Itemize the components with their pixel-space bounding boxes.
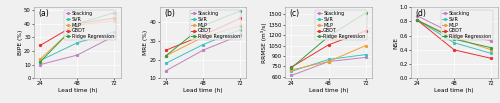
Line: Stacking: Stacking — [416, 15, 492, 42]
Stacking — [74, 54, 80, 56]
Stacking — [326, 61, 332, 62]
Y-axis label: BIPE (%): BIPE (%) — [18, 30, 22, 55]
Stacking — [37, 64, 43, 65]
Ridge Regression — [288, 67, 294, 68]
SVR — [451, 42, 457, 43]
Line: Stacking: Stacking — [165, 34, 241, 72]
Line: MLP: MLP — [165, 25, 241, 57]
SVR — [414, 19, 420, 21]
MLP — [326, 61, 332, 62]
Line: SVR: SVR — [290, 54, 366, 72]
MLP — [288, 69, 294, 71]
Text: (a): (a) — [38, 9, 49, 18]
Line: MLP: MLP — [290, 45, 366, 71]
Line: Ridge Regression: Ridge Regression — [290, 12, 366, 69]
Stacking — [288, 75, 294, 76]
SVR — [200, 44, 206, 45]
SVR — [326, 59, 332, 60]
Stacking — [200, 50, 206, 51]
Ridge Regression — [362, 12, 368, 13]
Ridge Regression — [451, 39, 457, 40]
Ridge Regression — [414, 19, 420, 21]
Line: MLP: MLP — [39, 20, 116, 60]
Stacking — [163, 70, 169, 71]
SVR — [237, 29, 243, 30]
Ridge Regression — [488, 47, 494, 48]
SVR — [112, 31, 117, 32]
X-axis label: Lead time (h): Lead time (h) — [308, 88, 348, 93]
Ridge Regression — [200, 25, 206, 27]
MLP — [37, 59, 43, 60]
Legend: Stacking, SVR, MLP, GBDT, Ridge Regression: Stacking, SVR, MLP, GBDT, Ridge Regressi… — [441, 10, 492, 40]
MLP — [362, 45, 368, 46]
MLP — [488, 49, 494, 50]
GBDT — [37, 45, 43, 46]
Line: GBDT: GBDT — [165, 18, 241, 51]
MLP — [74, 24, 80, 26]
Ridge Regression — [237, 10, 243, 12]
GBDT — [163, 50, 169, 51]
Line: Ridge Regression: Ridge Regression — [39, 12, 116, 63]
MLP — [163, 55, 169, 56]
GBDT — [288, 67, 294, 68]
Text: (d): (d) — [415, 9, 426, 18]
Line: GBDT: GBDT — [290, 30, 366, 68]
X-axis label: Lead time (h): Lead time (h) — [434, 88, 474, 93]
Legend: Stacking, SVR, MLP, GBDT, Ridge Regression: Stacking, SVR, MLP, GBDT, Ridge Regressi… — [316, 10, 367, 40]
Line: Stacking: Stacking — [290, 56, 366, 76]
GBDT — [451, 49, 457, 50]
GBDT — [362, 30, 368, 32]
Ridge Regression — [37, 61, 43, 63]
SVR — [488, 53, 494, 54]
Line: GBDT: GBDT — [416, 19, 492, 59]
Y-axis label: RRMSE (m³/s): RRMSE (m³/s) — [261, 22, 267, 63]
MLP — [200, 37, 206, 38]
Stacking — [488, 40, 494, 41]
Text: (c): (c) — [290, 9, 300, 18]
GBDT — [326, 44, 332, 45]
MLP — [112, 20, 117, 22]
X-axis label: Lead time (h): Lead time (h) — [58, 88, 97, 93]
SVR — [288, 71, 294, 72]
SVR — [362, 54, 368, 55]
Ridge Regression — [112, 12, 117, 13]
MLP — [414, 19, 420, 21]
MLP — [451, 37, 457, 38]
X-axis label: Lead time (h): Lead time (h) — [183, 88, 223, 93]
Stacking — [414, 15, 420, 16]
Line: SVR: SVR — [416, 19, 492, 54]
GBDT — [414, 19, 420, 21]
Text: (b): (b) — [164, 9, 175, 18]
GBDT — [74, 23, 80, 24]
Stacking — [112, 35, 117, 37]
SVR — [74, 42, 80, 43]
Y-axis label: NSE: NSE — [393, 37, 398, 49]
Line: MLP: MLP — [416, 19, 492, 51]
Line: Ridge Regression: Ridge Regression — [416, 19, 492, 49]
GBDT — [237, 18, 243, 19]
Line: Stacking: Stacking — [39, 35, 116, 66]
Line: Ridge Regression: Ridge Regression — [165, 10, 241, 57]
Line: GBDT: GBDT — [39, 17, 116, 46]
GBDT — [112, 18, 117, 19]
Ridge Regression — [326, 36, 332, 37]
MLP — [237, 25, 243, 27]
Stacking — [237, 35, 243, 36]
Stacking — [362, 57, 368, 58]
GBDT — [200, 35, 206, 36]
Line: SVR: SVR — [165, 29, 241, 64]
Y-axis label: MRE (%): MRE (%) — [144, 30, 148, 55]
Line: SVR: SVR — [39, 31, 116, 61]
Legend: Stacking, SVR, MLP, GBDT, Ridge Regression: Stacking, SVR, MLP, GBDT, Ridge Regressi… — [64, 10, 116, 40]
SVR — [163, 63, 169, 64]
GBDT — [488, 58, 494, 59]
SVR — [37, 60, 43, 61]
Ridge Regression — [163, 55, 169, 56]
Stacking — [451, 34, 457, 35]
Legend: Stacking, SVR, MLP, GBDT, Ridge Regression: Stacking, SVR, MLP, GBDT, Ridge Regressi… — [190, 10, 242, 40]
Ridge Regression — [74, 23, 80, 24]
